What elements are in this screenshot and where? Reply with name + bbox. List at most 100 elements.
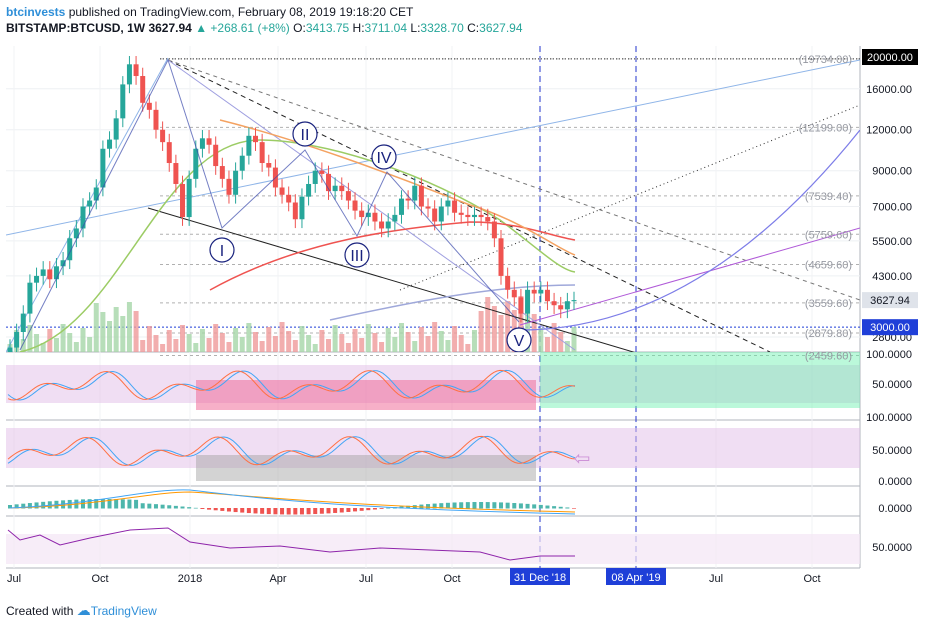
macd-bar [193,507,198,509]
volume-bar [558,332,564,352]
x-tick-label: Oct [803,573,820,585]
volume-bar [379,342,385,352]
macd-bar [426,504,431,509]
y-tick-label: 7000.00 [872,202,912,214]
macd-bar [346,508,351,512]
volume-bar [359,338,365,352]
price-tag-label: 20000.00 [867,52,913,64]
volume-bar [180,325,186,352]
candle [398,198,404,215]
volume-bar [133,311,139,352]
macd-bar [333,508,338,513]
macd-bar [207,508,212,510]
candle [93,187,99,201]
candle [160,129,166,143]
volume-bar [385,328,391,352]
tradingview-brand[interactable]: TradingView [90,604,157,618]
price-tag-box [862,292,918,309]
volume-bar [544,337,550,352]
macd-bar [27,503,32,509]
macd-bar [492,502,497,509]
y-tick-label: 12000.00 [866,125,912,137]
volume-bar [146,326,152,352]
volume-bar [538,328,544,352]
volume-bar [551,323,557,352]
candle [379,221,385,229]
volume-bar [126,302,132,352]
candle [325,173,331,192]
moving-average-line [219,119,576,256]
volume-bar [564,341,570,352]
volume-bar [306,335,312,352]
volume-bar [93,303,99,352]
volume-bar [233,328,239,352]
wave-label: IV [376,150,391,167]
volume-bar [53,338,59,352]
macd-bar [200,508,205,509]
close-label: C: [467,21,480,35]
macd-bar [293,508,298,515]
candle [299,196,305,220]
volume-bar [432,322,438,352]
volume-bar [458,335,464,352]
fib-level-label: (12199.00) [799,122,852,134]
publisher-name[interactable]: btcinvests [6,5,66,19]
close-value: 3627.94 [479,21,523,35]
candle [458,212,464,215]
volume-bar [266,327,272,352]
candle [146,102,152,110]
macd-bar [525,503,530,509]
rsi-line [7,527,575,561]
stoch-d-line [7,435,576,466]
wave-label-circle [371,144,397,170]
macd-bar [366,508,371,511]
volume-bar [365,324,371,352]
macd-bar [353,508,358,512]
macd-bar [160,504,165,509]
candle [60,260,66,267]
moving-average-line [329,284,576,321]
macd-bar [114,499,119,509]
macd-bar [472,502,477,509]
macd-bar [479,502,484,509]
volume-bar [153,335,159,352]
projection-curve [519,129,860,331]
volume-bar [246,323,252,352]
candle [564,301,570,310]
macd-bar [299,508,304,515]
wave-label-circle [292,121,318,147]
tradingview-logo-icon[interactable]: ☁ [76,602,91,618]
macd-bar [153,504,158,509]
macd-bar [518,503,523,509]
last-price: 3627.94 [148,21,192,35]
macd-bar [372,508,377,510]
volume-bar [27,325,33,352]
candle [173,163,179,184]
candle [239,155,245,171]
stoch-d-line [7,369,576,401]
volume-bar [226,342,232,352]
candle [385,221,391,229]
candle [558,305,564,310]
candle [571,300,577,302]
volume-bar [166,330,172,352]
x-tick-label: Jul [709,573,723,585]
candle [544,289,550,302]
candle [518,297,524,314]
candle [14,332,20,348]
candle [498,238,504,276]
candle [153,109,159,130]
volume-bar [193,343,199,352]
open-label: O: [293,21,306,35]
volume-bar [425,336,431,352]
candle [478,214,484,218]
candle [186,178,192,218]
candle [359,210,365,218]
symbol-label[interactable]: BITSTAMP:BTCUSD, 1W [6,21,146,35]
wave-label: III [350,248,363,265]
candle [352,200,358,211]
candle [266,163,272,168]
date-marker-box [606,568,666,585]
macd-bar [94,499,99,509]
